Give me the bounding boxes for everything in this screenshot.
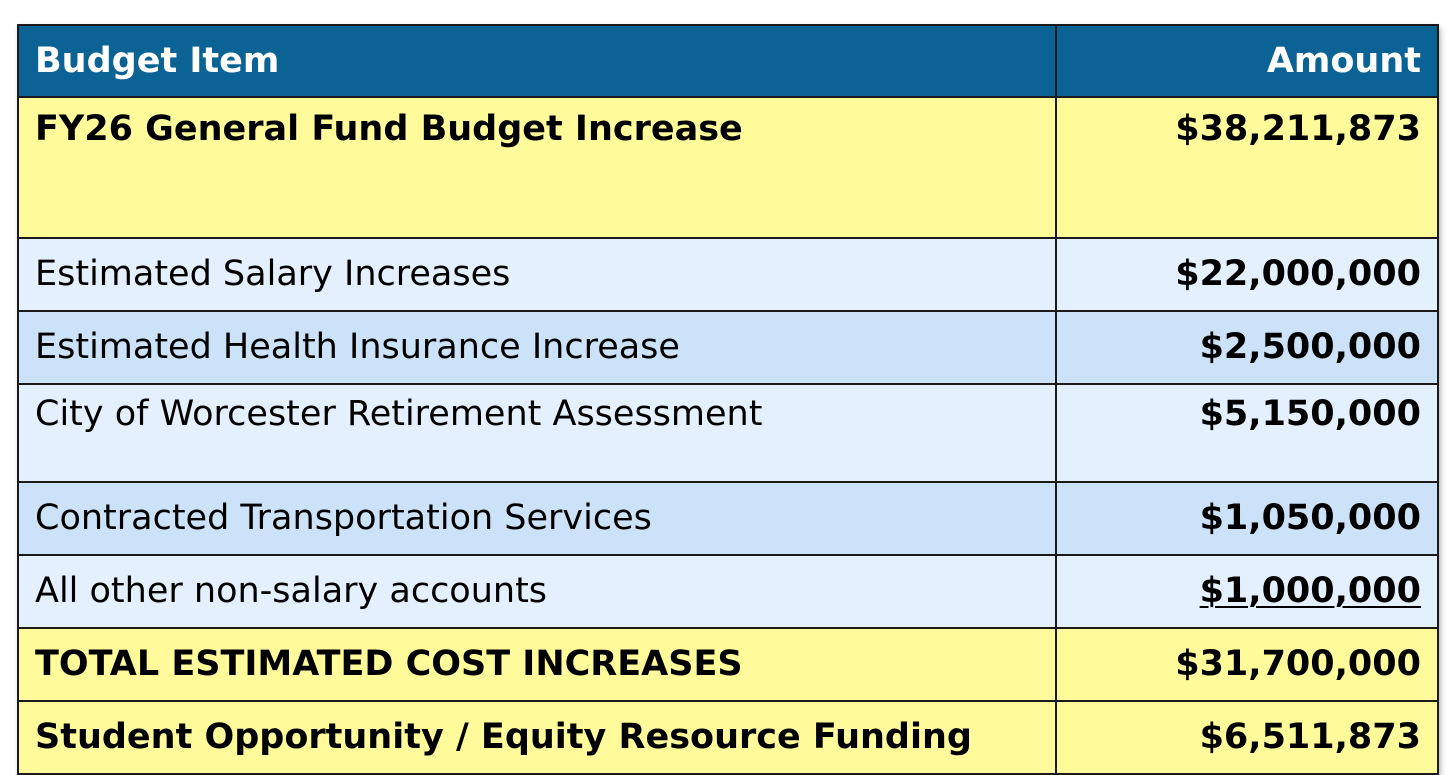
- row-item-label: Estimated Salary Increases: [17, 237, 1057, 312]
- table-row: FY26 General Fund Budget Increase $38,21…: [17, 96, 1439, 239]
- column-header-amount: Amount: [1055, 24, 1439, 98]
- table-row: Estimated Health Insurance Increase $2,5…: [17, 310, 1439, 385]
- total-amount: $31,700,000: [1055, 627, 1439, 702]
- row-item-label: Contracted Transportation Services: [17, 481, 1057, 556]
- table-header-row: Budget Item Amount: [17, 24, 1439, 98]
- equity-funding-row: Student Opportunity / Equity Resource Fu…: [17, 700, 1439, 775]
- equity-funding-label: Student Opportunity / Equity Resource Fu…: [17, 700, 1057, 775]
- row-item-label: FY26 General Fund Budget Increase: [17, 96, 1057, 239]
- table-row: Estimated Salary Increases $22,000,000: [17, 237, 1439, 312]
- equity-funding-amount: $6,511,873: [1055, 700, 1439, 775]
- row-amount: $1,000,000: [1199, 571, 1421, 611]
- row-item-label: All other non-salary accounts: [17, 554, 1057, 629]
- row-amount: $2,500,000: [1055, 310, 1439, 385]
- column-header-budget-item: Budget Item: [17, 24, 1057, 98]
- row-item-label: Estimated Health Insurance Increase: [17, 310, 1057, 385]
- table-row: City of Worcester Retirement Assessment …: [17, 383, 1439, 483]
- row-amount: $22,000,000: [1055, 237, 1439, 312]
- budget-table-container: Budget Item Amount FY26 General Fund Bud…: [17, 24, 1439, 775]
- row-amount: $38,211,873: [1055, 96, 1439, 239]
- row-amount: $1,050,000: [1055, 481, 1439, 556]
- row-amount-cell: $1,000,000: [1055, 554, 1439, 629]
- row-item-label: City of Worcester Retirement Assessment: [17, 383, 1057, 483]
- total-label: TOTAL ESTIMATED COST INCREASES: [17, 627, 1057, 702]
- budget-table: Budget Item Amount FY26 General Fund Bud…: [17, 24, 1439, 775]
- table-row: Contracted Transportation Services $1,05…: [17, 481, 1439, 556]
- row-amount: $5,150,000: [1055, 383, 1439, 483]
- total-row: TOTAL ESTIMATED COST INCREASES $31,700,0…: [17, 627, 1439, 702]
- table-row: All other non-salary accounts $1,000,000: [17, 554, 1439, 629]
